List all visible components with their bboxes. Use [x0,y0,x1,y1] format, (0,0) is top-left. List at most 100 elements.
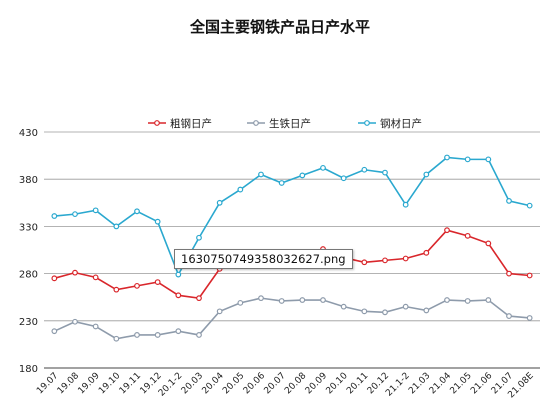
data-point [361,166,368,173]
data-point [299,297,306,303]
data-point [402,201,409,208]
data-point [92,207,99,214]
data-point [485,240,492,247]
x-tick-label: 19.09 [76,371,101,396]
x-tick-label: 20.05 [221,371,246,396]
x-tick-label: 19.11 [118,371,143,396]
data-point [444,154,450,161]
data-point [92,323,99,330]
data-point [485,297,492,303]
data-point [154,218,161,225]
data-point [382,309,388,316]
data-point [154,279,161,285]
chart-title: 全国主要钢铁产品日产水平 [189,18,370,36]
legend-label: 生铁日产 [269,117,311,130]
data-point [154,332,161,338]
data-point [175,292,182,299]
x-tick-label: 19.07 [35,371,60,396]
data-point [526,202,533,209]
data-point [278,180,285,186]
data-point [92,274,99,281]
y-tick-label: 380 [19,175,38,186]
data-point [444,297,450,303]
data-point [526,272,533,279]
data-point [382,169,388,176]
data-point [340,175,347,182]
data-point [340,303,347,310]
data-point [526,315,533,321]
data-point [258,295,264,302]
x-tick-label: 20.11 [345,371,370,396]
data-point [402,303,409,310]
data-point [175,328,182,335]
legend-label: 钢材日产 [380,117,422,130]
legend-marker [253,120,259,126]
data-point [382,257,388,264]
data-point [320,297,326,303]
data-point [134,282,140,289]
data-point [361,259,368,266]
data-point [444,227,450,234]
y-tick-label: 430 [19,128,38,139]
x-tick-label: 21.1-2 [384,371,412,399]
data-point [237,186,244,193]
data-point [402,255,409,262]
series-line-3 [54,156,530,277]
data-point [485,156,492,163]
y-tick-label: 230 [19,317,38,328]
data-point [51,213,58,219]
y-tick-label: 180 [19,364,38,375]
x-tick-label: 20.1-2 [157,371,185,399]
data-point [134,332,140,338]
x-tick-label: 20.07 [262,371,287,396]
data-point [423,249,430,256]
data-point [196,295,202,302]
data-point [423,307,430,314]
data-point [423,171,430,178]
data-point [237,299,244,306]
data-point [506,198,512,204]
legend-label: 粗钢日产 [170,117,212,130]
data-point [464,298,471,304]
y-tick-label: 280 [19,270,38,281]
x-tick-label: 21.05 [448,371,473,396]
data-point [464,232,471,239]
x-tick-label: 21.03 [407,371,432,396]
y-tick-label: 330 [19,222,38,233]
data-point [506,270,512,277]
data-point [113,223,120,230]
data-point [72,318,78,325]
data-point [506,313,512,319]
filename-tooltip: 1630750749358032627.png [174,249,353,269]
data-point [299,172,306,179]
legend-marker [364,120,370,126]
data-point [175,271,182,278]
x-tick-label: 21.06 [469,371,494,396]
x-tick-label: 20.04 [200,371,225,396]
data-point [320,164,326,171]
x-tick-label: 21.04 [428,371,453,396]
data-point [258,171,264,178]
data-point [216,199,223,206]
data-point [464,156,471,163]
data-point [113,286,120,293]
data-point [361,308,368,315]
series-line-2 [54,297,530,340]
data-point [196,234,202,241]
data-point [72,269,78,276]
x-tick-label: 20.06 [242,371,267,396]
x-tick-label: 20.10 [324,371,349,396]
x-tick-label: 19.08 [56,371,81,396]
data-point [196,332,202,338]
data-point [216,308,223,315]
data-point [51,328,58,335]
data-point [72,211,78,218]
x-tick-label: 20.09 [304,371,329,396]
x-tick-label: 19.10 [97,371,122,396]
data-point [278,298,285,304]
data-point [113,335,120,342]
legend-marker [154,120,160,126]
x-tick-label: 20.08 [283,371,308,396]
